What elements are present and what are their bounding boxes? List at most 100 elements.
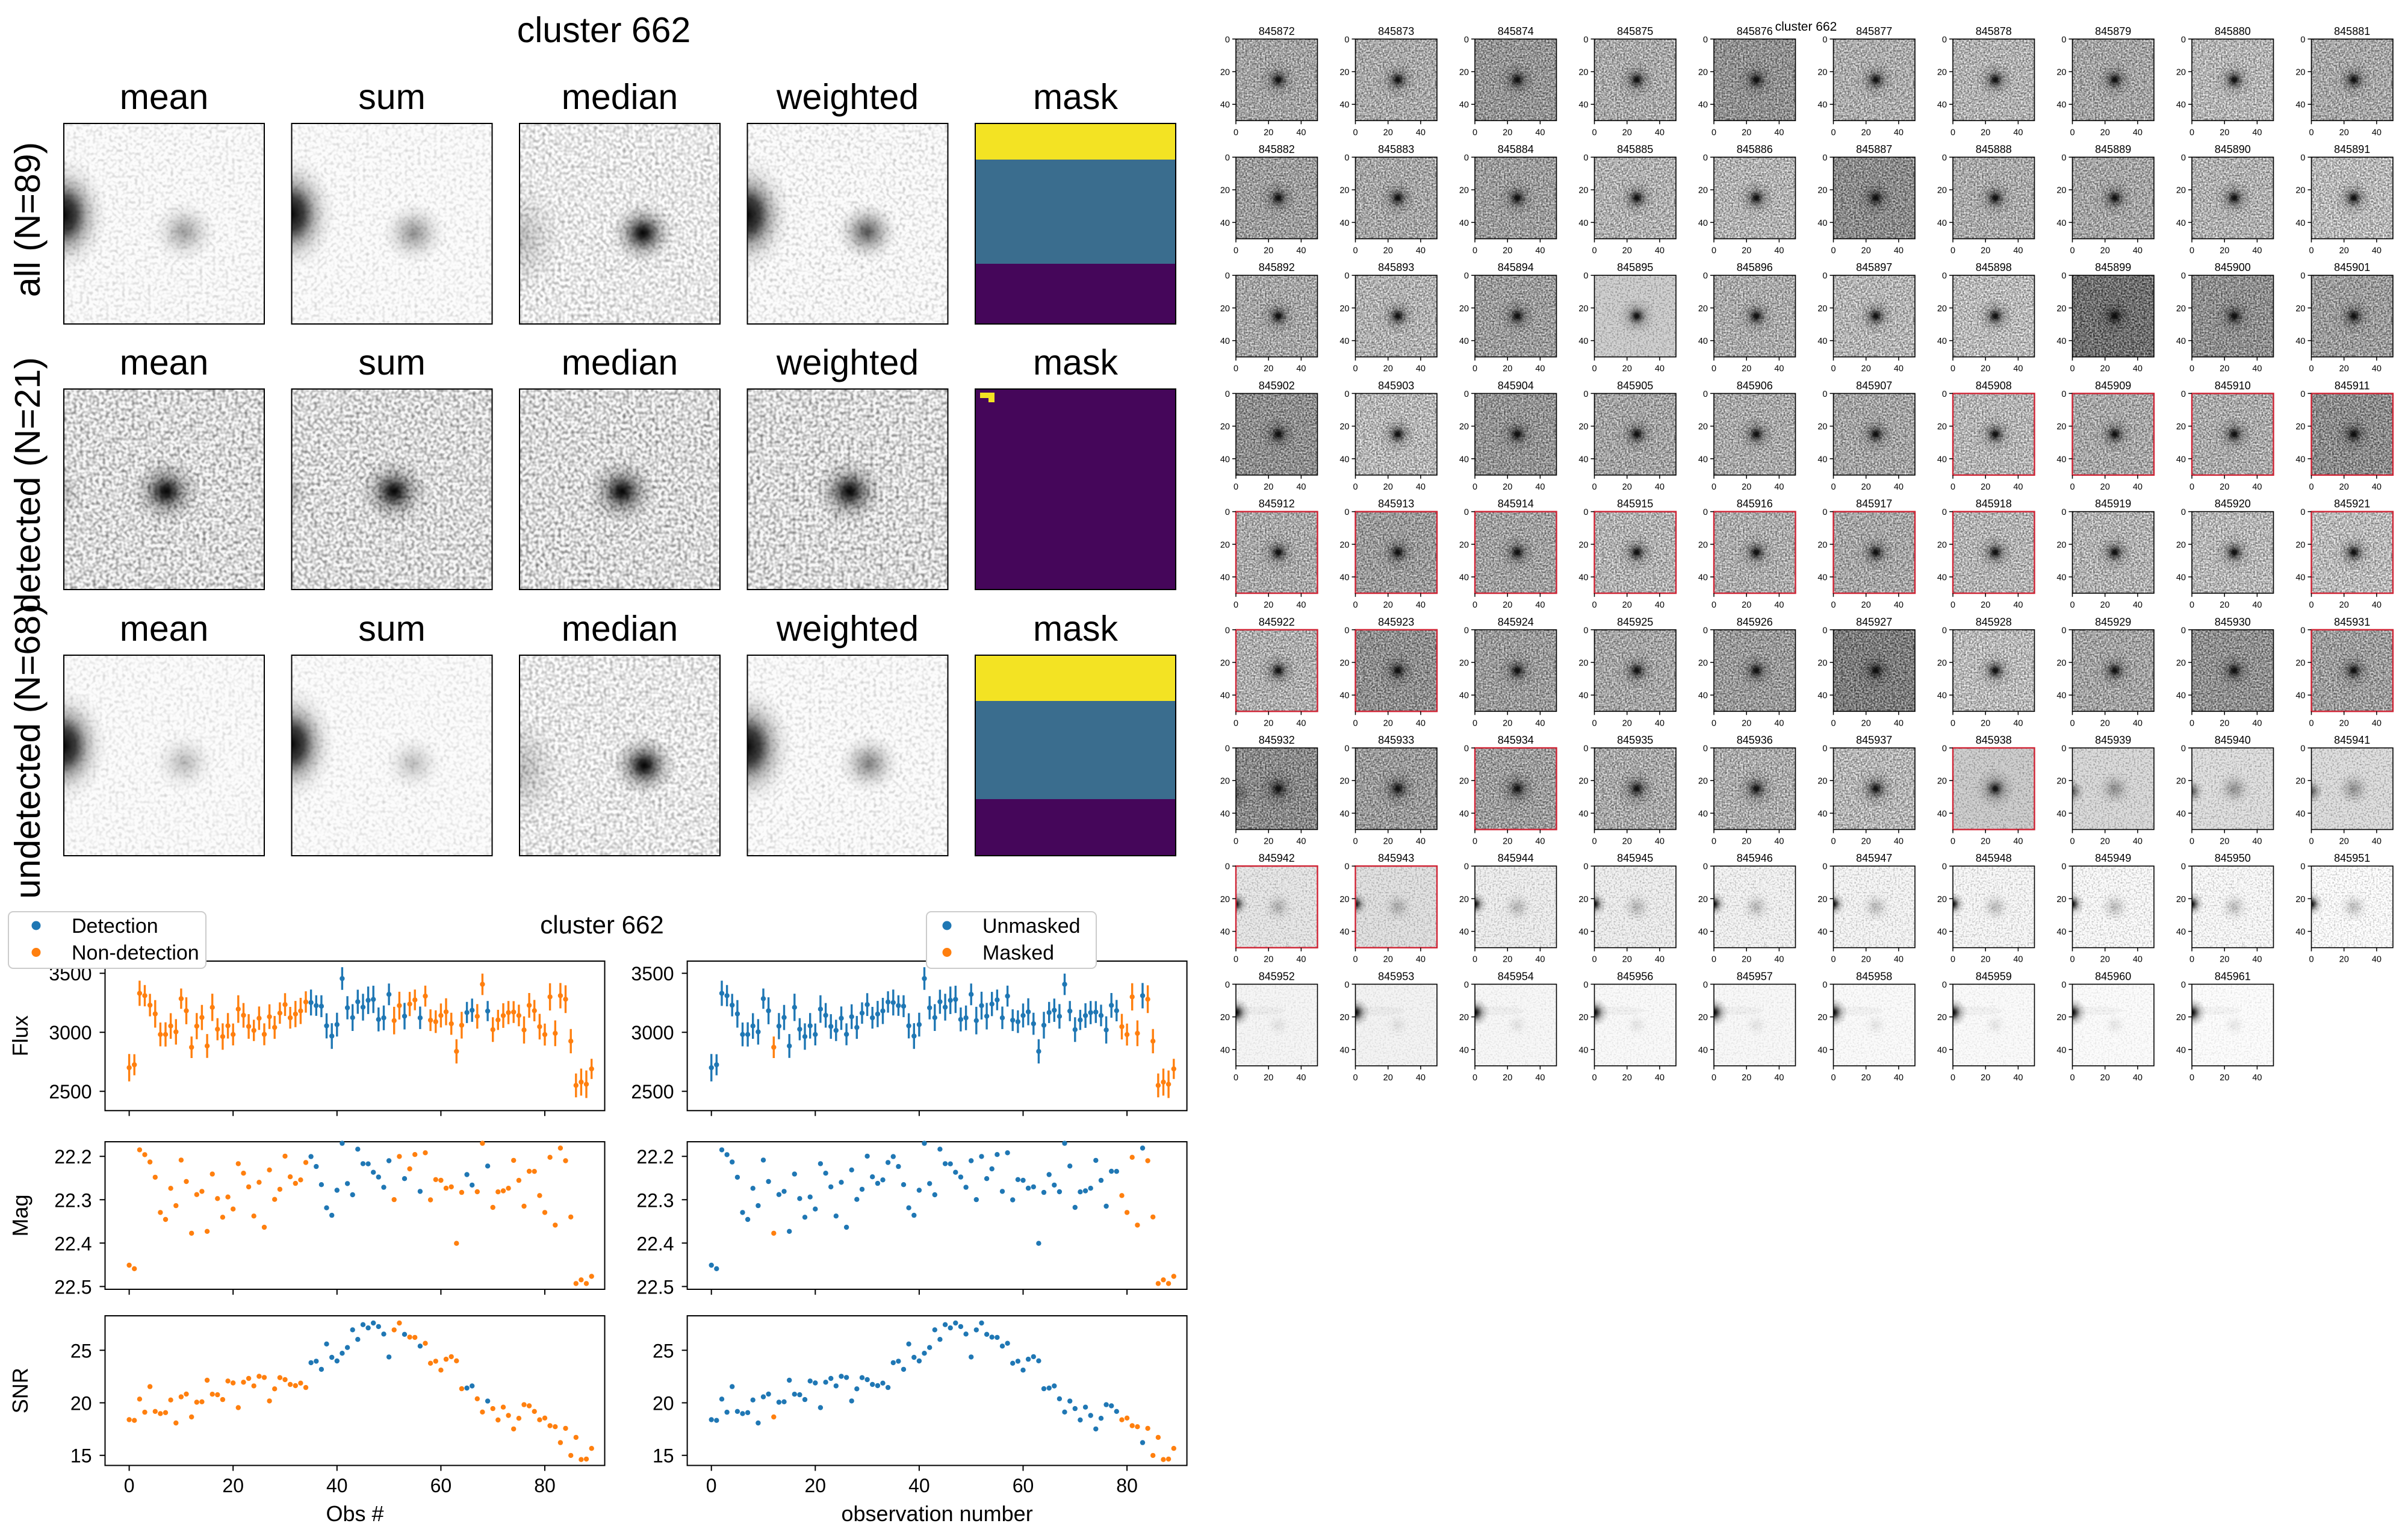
svg-text:0: 0 [2309, 364, 2313, 374]
svg-text:40: 40 [1937, 927, 1947, 937]
svg-text:0: 0 [2061, 744, 2066, 754]
svg-text:845921: 845921 [2334, 498, 2370, 510]
svg-text:Non-detection: Non-detection [72, 942, 199, 965]
svg-text:mean: mean [120, 77, 209, 117]
svg-text:20: 20 [1861, 246, 1871, 256]
svg-text:845889: 845889 [2095, 143, 2131, 155]
svg-text:845936: 845936 [1737, 734, 1773, 746]
svg-text:mean: mean [120, 609, 209, 649]
svg-text:845959: 845959 [1976, 970, 2012, 982]
svg-text:40: 40 [1578, 573, 1588, 583]
svg-text:0: 0 [1950, 128, 1955, 137]
svg-text:20: 20 [1937, 777, 1947, 786]
svg-text:mask: mask [1033, 77, 1118, 117]
svg-text:0: 0 [1711, 955, 1716, 965]
svg-text:20: 20 [2100, 364, 2110, 374]
svg-text:20: 20 [2220, 718, 2229, 728]
svg-text:0: 0 [1831, 600, 1835, 610]
svg-text:20: 20 [1981, 600, 1990, 610]
svg-text:20: 20 [1622, 128, 1632, 137]
svg-text:40: 40 [2252, 128, 2262, 137]
svg-text:20: 20 [1220, 895, 1230, 904]
svg-text:20: 20 [1339, 68, 1349, 78]
svg-text:20: 20 [1220, 68, 1230, 78]
svg-text:20: 20 [1861, 955, 1871, 965]
svg-text:0: 0 [2309, 837, 2313, 847]
svg-text:0: 0 [1344, 508, 1349, 517]
svg-text:20: 20 [1264, 128, 1273, 137]
svg-text:20: 20 [1578, 422, 1588, 432]
svg-text:20: 20 [1578, 659, 1588, 668]
svg-text:845902: 845902 [1259, 379, 1295, 391]
svg-text:20: 20 [1742, 600, 1751, 610]
svg-text:845924: 845924 [1498, 616, 1534, 628]
svg-text:0: 0 [1822, 272, 1827, 281]
svg-text:40: 40 [1937, 691, 1947, 701]
svg-text:40: 40 [908, 1475, 930, 1496]
svg-text:40: 40 [1416, 1073, 1426, 1083]
svg-text:40: 40 [2056, 455, 2066, 464]
svg-text:0: 0 [2189, 837, 2194, 847]
svg-text:40: 40 [2372, 600, 2382, 610]
svg-text:20: 20 [1742, 364, 1751, 374]
svg-text:40: 40 [1937, 573, 1947, 583]
svg-text:40: 40 [2013, 837, 2023, 847]
svg-text:20: 20 [222, 1475, 244, 1496]
svg-text:0: 0 [1831, 246, 1835, 256]
svg-text:20: 20 [1264, 955, 1273, 965]
svg-text:20: 20 [2220, 128, 2229, 137]
svg-text:40: 40 [1817, 573, 1827, 583]
svg-text:40: 40 [1698, 691, 1708, 701]
svg-text:40: 40 [2013, 128, 2023, 137]
svg-text:40: 40 [1774, 837, 1784, 847]
svg-text:845940: 845940 [2215, 734, 2251, 746]
svg-text:845884: 845884 [1498, 143, 1534, 155]
svg-text:0: 0 [1472, 482, 1477, 492]
svg-text:0: 0 [1822, 862, 1827, 872]
svg-text:40: 40 [1220, 809, 1230, 819]
svg-text:40: 40 [1416, 128, 1426, 137]
svg-text:0: 0 [1592, 955, 1597, 965]
svg-text:0: 0 [1942, 390, 1947, 399]
svg-text:0: 0 [2061, 272, 2066, 281]
svg-text:0: 0 [2061, 508, 2066, 517]
svg-text:0: 0 [1703, 744, 1708, 754]
svg-text:40: 40 [2372, 718, 2382, 728]
svg-text:40: 40 [2372, 364, 2382, 374]
svg-text:mean: mean [120, 343, 209, 382]
svg-text:20: 20 [1339, 422, 1349, 432]
svg-text:0: 0 [1592, 482, 1597, 492]
svg-text:40: 40 [1459, 101, 1469, 110]
svg-text:20: 20 [2176, 422, 2186, 432]
svg-text:weighted: weighted [776, 609, 919, 649]
svg-text:20: 20 [1503, 718, 1512, 728]
svg-text:0: 0 [1950, 837, 1955, 847]
svg-text:0: 0 [1942, 508, 1947, 517]
svg-text:sum: sum [358, 77, 425, 117]
svg-text:0: 0 [1353, 364, 1358, 374]
svg-text:20: 20 [1459, 895, 1469, 904]
svg-text:0: 0 [1225, 154, 1230, 163]
svg-text:0: 0 [1583, 508, 1588, 517]
svg-text:0: 0 [1353, 837, 1358, 847]
svg-text:0: 0 [2181, 626, 2186, 635]
svg-text:20: 20 [1698, 68, 1708, 78]
svg-text:40: 40 [2133, 1073, 2143, 1083]
svg-text:845892: 845892 [1259, 261, 1295, 273]
svg-text:20: 20 [2220, 364, 2229, 374]
svg-text:40: 40 [1459, 927, 1469, 937]
svg-text:40: 40 [2133, 718, 2143, 728]
svg-text:0: 0 [2181, 980, 2186, 990]
svg-text:845958: 845958 [1856, 970, 1892, 982]
svg-text:0: 0 [2181, 862, 2186, 872]
svg-text:weighted: weighted [776, 343, 919, 382]
svg-text:20: 20 [1698, 1013, 1708, 1023]
svg-text:40: 40 [2133, 364, 2143, 374]
svg-text:20: 20 [1578, 1013, 1588, 1023]
svg-text:median: median [562, 343, 678, 382]
svg-text:40: 40 [1894, 600, 1904, 610]
svg-text:845909: 845909 [2095, 379, 2131, 391]
svg-text:20: 20 [1220, 1013, 1230, 1023]
svg-text:20: 20 [1339, 1013, 1349, 1023]
svg-text:40: 40 [2176, 455, 2186, 464]
